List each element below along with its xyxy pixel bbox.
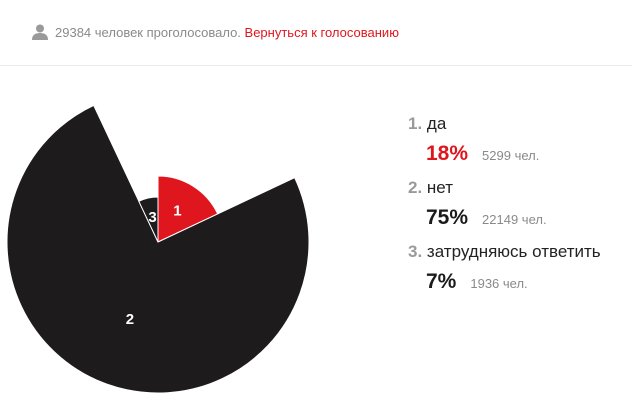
pie-slice-2	[6, 104, 310, 394]
option-2-people: 22149 чел.	[482, 212, 547, 227]
pie-slice-label-1: 1	[173, 202, 181, 219]
pie-slice-label-3: 3	[148, 209, 156, 226]
back-to-voting-link[interactable]: Вернуться к голосованию	[244, 25, 399, 40]
pie-slice-label-2: 2	[126, 311, 134, 328]
option-3-stats: 7% 1936 чел.	[426, 270, 528, 294]
option-3-number: 3.	[408, 242, 423, 261]
votes-summary: 29384 человек проголосовало. Вернуться к…	[55, 25, 399, 40]
option-1-people: 5299 чел.	[482, 148, 540, 163]
pie-slice-3	[138, 196, 159, 243]
option-2-stats: 75% 22149 чел.	[426, 206, 547, 230]
option-3-people: 1936 чел.	[470, 276, 528, 291]
option-3-label: затрудняюсь ответить	[426, 242, 601, 261]
poll-results-header: 29384 человек проголосовало. Вернуться к…	[0, 0, 632, 66]
option-2-number: 2.	[408, 178, 423, 197]
votes-count: 29384	[55, 25, 92, 40]
pie-slice-1	[157, 175, 219, 243]
option-2: 2. нет	[408, 178, 453, 198]
option-1-number: 1.	[408, 114, 423, 133]
option-3-percent: 7%	[426, 270, 457, 293]
option-1-label: да	[426, 114, 447, 133]
option-1-percent: 18%	[426, 142, 469, 165]
option-2-label: нет	[426, 178, 453, 197]
option-1-stats: 18% 5299 чел.	[426, 142, 539, 166]
results-pie-chart: 1 2 3	[0, 66, 340, 408]
option-2-percent: 75%	[426, 206, 469, 229]
option-3: 3. затрудняюсь ответить	[408, 242, 601, 262]
votes-text: человек проголосовало.	[94, 25, 241, 40]
user-icon	[32, 24, 48, 40]
option-1: 1. да	[408, 114, 446, 134]
